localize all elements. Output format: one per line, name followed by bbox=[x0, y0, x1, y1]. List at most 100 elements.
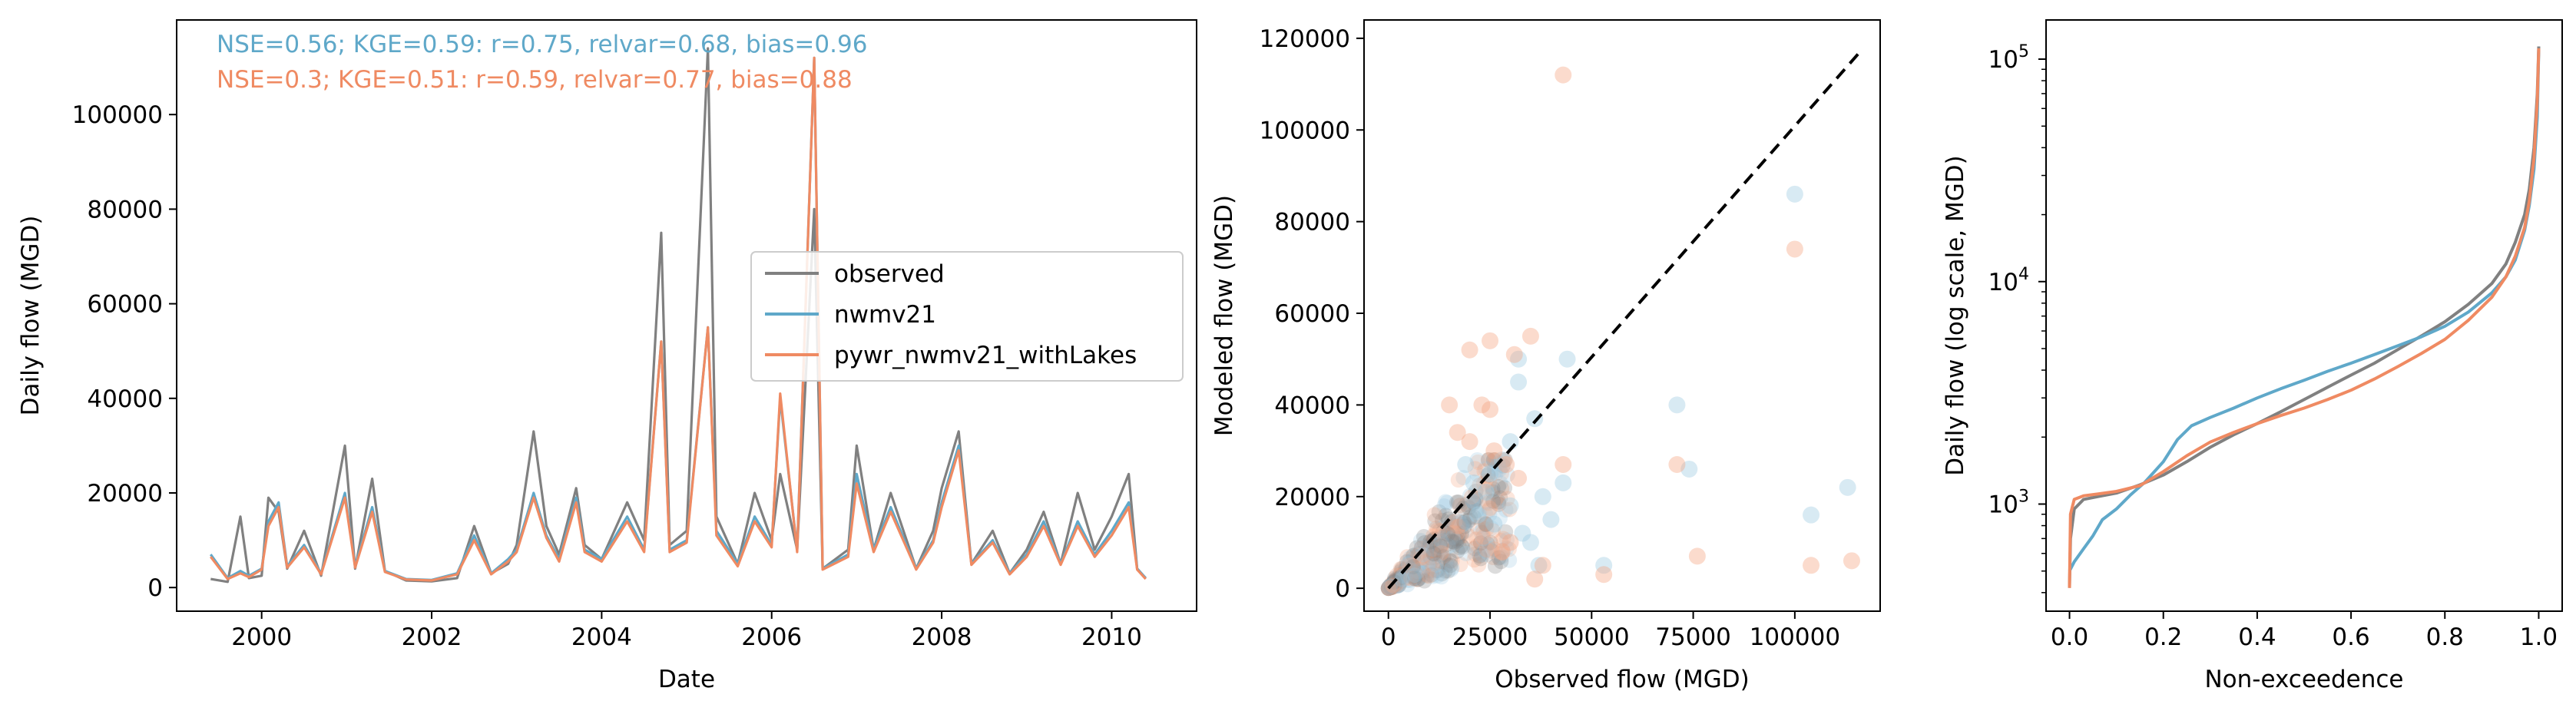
scatter-point bbox=[1439, 494, 1455, 511]
scatter-point bbox=[1389, 574, 1406, 590]
legend-label-observed: observed bbox=[834, 260, 945, 288]
scatter-point bbox=[1429, 547, 1445, 563]
scatter-point bbox=[1499, 467, 1515, 483]
scatter-point bbox=[1480, 495, 1496, 511]
scatter-point-nwmv21 bbox=[1542, 511, 1560, 528]
x-tick-label: 2000 bbox=[231, 623, 292, 651]
scatter-point bbox=[1412, 565, 1429, 581]
scatter-point bbox=[1432, 538, 1449, 554]
scatter-point bbox=[1453, 526, 1469, 542]
scatter-point bbox=[1491, 496, 1507, 512]
scatter-point bbox=[1462, 509, 1478, 525]
scatter-point bbox=[1396, 565, 1412, 581]
scatter-point-nwmv21 bbox=[1465, 474, 1482, 491]
scatter-point bbox=[1440, 563, 1456, 579]
x-tick-label: 0.8 bbox=[2426, 623, 2464, 651]
scatter-point bbox=[1446, 533, 1462, 549]
scatter-point-pywr_nwmv21_withLakes bbox=[1803, 557, 1820, 574]
scatter-point bbox=[1437, 527, 1453, 543]
scatter-point bbox=[1479, 536, 1495, 552]
scatter-point bbox=[1432, 547, 1449, 564]
scatter-point bbox=[1453, 514, 1469, 531]
scatter-point bbox=[1454, 518, 1470, 534]
scatter-point bbox=[1406, 570, 1422, 587]
scatter-point-pywr_nwmv21_withLakes bbox=[1510, 469, 1528, 487]
scatter-point-pywr_nwmv21_withLakes bbox=[1482, 401, 1499, 418]
legend: observed nwmv21 pywr_nwmv21_withLakes bbox=[750, 251, 1184, 382]
scatter-point bbox=[1491, 496, 1507, 512]
scatter-point bbox=[1485, 523, 1501, 539]
scatter-point-pywr_nwmv21_withLakes bbox=[1485, 442, 1503, 460]
y-tick-label: 40000 bbox=[1274, 392, 1350, 419]
scatter-point-nwmv21 bbox=[1839, 478, 1856, 496]
scatter-point bbox=[1498, 540, 1515, 556]
scatter-point bbox=[1420, 541, 1436, 557]
series-line-pywr_nwmv21_withLakes bbox=[210, 56, 1147, 582]
scatter-point bbox=[1470, 454, 1486, 470]
scatter-point bbox=[1429, 567, 1445, 584]
scatter-point bbox=[1433, 533, 1449, 549]
legend-label-pywr: pywr_nwmv21_withLakes bbox=[834, 342, 1137, 369]
scatter-point-nwmv21 bbox=[1555, 474, 1572, 491]
scatter-point bbox=[1416, 573, 1432, 589]
scatter-point-nwmv21 bbox=[1502, 497, 1519, 514]
fdc-line-nwmv21 bbox=[2068, 48, 2541, 572]
scatter-panel: 0 25000 50000 75000 100000 0 20000 40000 60000 80… bbox=[1210, 19, 1881, 693]
scatter-point-nwmv21 bbox=[1680, 460, 1698, 478]
scatter-point bbox=[1412, 563, 1429, 579]
scatter-point bbox=[1464, 489, 1480, 505]
x-tick-label: 1.0 bbox=[2520, 623, 2558, 651]
scatter-point bbox=[1386, 577, 1402, 594]
scatter-point bbox=[1400, 572, 1416, 588]
scatter-point-nwmv21 bbox=[1558, 350, 1576, 368]
scatter-point bbox=[1441, 530, 1457, 546]
scatter-point bbox=[1477, 461, 1493, 477]
scatter-point bbox=[1455, 501, 1472, 517]
scatter-point bbox=[1458, 496, 1474, 512]
scatter-point-nwmv21 bbox=[1595, 557, 1613, 574]
scatter-point bbox=[1386, 576, 1402, 592]
scatter-point bbox=[1438, 494, 1454, 510]
scatter-point bbox=[1475, 524, 1491, 541]
scatter-point bbox=[1429, 561, 1445, 577]
scatter-point bbox=[1492, 475, 1508, 491]
scatter-point-nwmv21 bbox=[1668, 396, 1686, 414]
scatter-point bbox=[1451, 525, 1467, 541]
scatter-point bbox=[1395, 568, 1411, 584]
x-tick-label: 75000 bbox=[1655, 623, 1731, 651]
scatter-point bbox=[1498, 502, 1514, 518]
scatter-point bbox=[1426, 507, 1442, 523]
scatter-point bbox=[1445, 524, 1462, 541]
scatter-point bbox=[1425, 568, 1441, 584]
scatter-point bbox=[1403, 568, 1419, 584]
x-tick-label: 2004 bbox=[571, 623, 632, 651]
scatter-point bbox=[1453, 529, 1469, 545]
scatter-point bbox=[1444, 533, 1460, 549]
scatter-point bbox=[1495, 531, 1511, 547]
scatter-point bbox=[1480, 452, 1496, 468]
scatter-point bbox=[1396, 570, 1412, 587]
x-tick-label: 2006 bbox=[741, 623, 802, 651]
scatter-point bbox=[1425, 541, 1442, 557]
scatter-point bbox=[1427, 547, 1443, 563]
scatter-point bbox=[1494, 465, 1510, 481]
scatter-point bbox=[1421, 537, 1437, 553]
scatter-point bbox=[1425, 541, 1442, 557]
timeseries-stat-nwmv21: NSE=0.56; KGE=0.59: r=0.75, relvar=0.68,… bbox=[217, 31, 867, 58]
scatter-point-pywr_nwmv21_withLakes bbox=[1482, 332, 1499, 349]
scatter-point bbox=[1390, 574, 1406, 590]
scatter-point bbox=[1393, 562, 1409, 578]
scatter-point bbox=[1493, 554, 1509, 570]
scatter-point bbox=[1394, 569, 1410, 585]
scatter-point bbox=[1390, 574, 1406, 590]
scatter-point bbox=[1392, 564, 1408, 580]
scatter-point bbox=[1416, 534, 1432, 551]
scatter-point bbox=[1429, 563, 1445, 579]
scatter-point bbox=[1477, 484, 1493, 500]
scatter-point bbox=[1453, 537, 1469, 554]
scatter-point bbox=[1420, 542, 1436, 558]
scatter-point bbox=[1449, 531, 1465, 547]
scatter-point bbox=[1401, 573, 1417, 589]
scatter-point bbox=[1391, 572, 1407, 588]
scatter-point bbox=[1433, 544, 1449, 561]
